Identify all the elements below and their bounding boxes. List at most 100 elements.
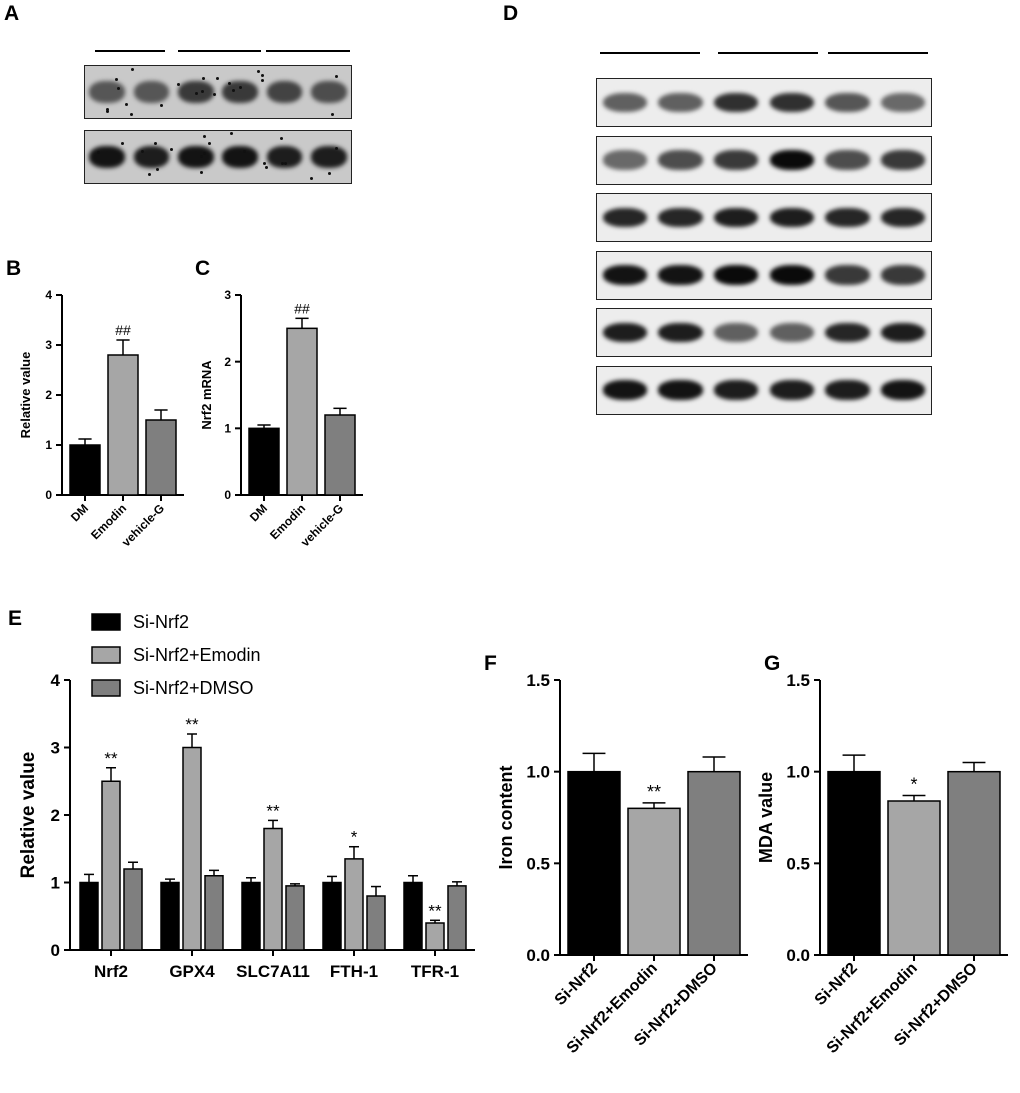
blot-strip bbox=[596, 135, 932, 185]
y-axis-label: Relative value bbox=[18, 752, 39, 879]
bar bbox=[285, 885, 305, 951]
protein-band bbox=[658, 380, 703, 400]
panel-label: E bbox=[8, 607, 22, 630]
bar bbox=[366, 895, 386, 951]
significance-mark: * bbox=[351, 828, 358, 847]
significance-mark: ## bbox=[115, 322, 131, 338]
significance-mark: ## bbox=[294, 300, 310, 316]
bar bbox=[145, 419, 177, 496]
y-tick-label: 3 bbox=[45, 338, 52, 352]
speck bbox=[228, 81, 232, 85]
bar bbox=[447, 885, 467, 951]
protein-band bbox=[880, 207, 926, 228]
bar bbox=[947, 770, 1001, 956]
x-tick-label: DM bbox=[247, 501, 270, 524]
bar bbox=[160, 881, 180, 951]
speck bbox=[97, 150, 101, 154]
y-tick-label: 3 bbox=[224, 288, 231, 302]
legend-label: Si-Nrf2+Emodin bbox=[133, 645, 261, 665]
lane-group-underline bbox=[178, 50, 261, 52]
y-axis-label: Relative value bbox=[18, 352, 33, 439]
speck bbox=[242, 150, 246, 154]
protein-band bbox=[89, 81, 125, 103]
x-tick-label: TFR-1 bbox=[411, 962, 459, 981]
speck bbox=[201, 90, 205, 94]
bar bbox=[123, 868, 143, 951]
protein-band bbox=[602, 150, 648, 170]
protein-band bbox=[311, 146, 347, 168]
speck bbox=[208, 142, 212, 146]
protein-band bbox=[713, 92, 759, 113]
bar bbox=[241, 881, 261, 951]
protein-band bbox=[222, 81, 258, 103]
speck bbox=[335, 75, 339, 79]
protein-band bbox=[769, 265, 815, 285]
panel-label: C bbox=[195, 257, 210, 280]
bar bbox=[322, 881, 342, 951]
y-tick-label: 2 bbox=[45, 388, 52, 402]
y-tick-label: 1 bbox=[51, 873, 60, 892]
y-tick-label: 2 bbox=[51, 806, 60, 825]
blot-strip bbox=[596, 365, 932, 415]
speck bbox=[129, 113, 133, 117]
legend-swatch bbox=[91, 613, 121, 631]
speck bbox=[147, 173, 151, 177]
grouped-bar-chart-e: 0 1 2 3 4 ** Nrf2 ** GPX4 ** SLC7A11 * FTH-1 ** TFR-1 R… bbox=[8, 607, 475, 981]
y-tick-label: 1 bbox=[224, 422, 231, 436]
speck bbox=[335, 146, 339, 150]
lane-group-underline bbox=[266, 50, 350, 52]
y-axis-label: MDA value bbox=[756, 772, 776, 863]
protein-band bbox=[658, 265, 703, 285]
legend-label: Si-Nrf2+DMSO bbox=[133, 678, 254, 698]
protein-band bbox=[825, 150, 870, 170]
speck bbox=[239, 85, 243, 89]
protein-band bbox=[222, 146, 258, 168]
speck bbox=[231, 89, 235, 93]
protein-band bbox=[880, 322, 926, 343]
speck bbox=[279, 137, 283, 141]
bar bbox=[567, 770, 621, 956]
speck bbox=[263, 162, 267, 166]
protein-band bbox=[825, 207, 870, 228]
speck bbox=[215, 77, 219, 81]
protein-band bbox=[880, 92, 926, 113]
protein-band bbox=[311, 81, 347, 103]
bar bbox=[827, 770, 881, 956]
speck bbox=[213, 92, 217, 96]
bar bbox=[107, 354, 139, 496]
protein-band bbox=[880, 150, 926, 170]
speck bbox=[159, 103, 163, 107]
lane-group-underline bbox=[600, 52, 700, 54]
protein-band bbox=[133, 146, 170, 168]
bar bbox=[324, 414, 356, 496]
speck bbox=[280, 161, 284, 165]
x-tick-label: GPX4 bbox=[169, 962, 215, 981]
speck bbox=[201, 77, 205, 81]
x-tick-label: Nrf2 bbox=[94, 962, 128, 981]
bar bbox=[344, 858, 364, 951]
y-tick-label: 1.0 bbox=[526, 763, 550, 782]
bar bbox=[101, 780, 121, 951]
significance-mark: ** bbox=[266, 801, 280, 820]
significance-mark: ** bbox=[185, 715, 199, 734]
y-tick-label: 4 bbox=[51, 671, 61, 690]
legend-label: Si-Nrf2 bbox=[133, 612, 189, 632]
blot-strip bbox=[596, 193, 932, 242]
y-tick-label: 0 bbox=[45, 488, 52, 502]
panel-label: G bbox=[764, 652, 780, 675]
y-tick-label: 0.0 bbox=[786, 946, 810, 965]
protein-band bbox=[658, 207, 703, 228]
speck bbox=[199, 171, 203, 175]
speck bbox=[202, 135, 206, 139]
protein-band bbox=[89, 146, 125, 168]
protein-band bbox=[769, 322, 815, 343]
protein-band bbox=[133, 81, 170, 103]
blot-strip bbox=[596, 250, 932, 300]
bar bbox=[69, 444, 101, 496]
x-tick-label: Si-Nrf2 bbox=[812, 960, 861, 1009]
y-tick-label: 0.5 bbox=[786, 854, 810, 873]
lane-group-underline bbox=[95, 50, 165, 52]
bar bbox=[263, 827, 283, 951]
protein-band bbox=[713, 380, 759, 400]
